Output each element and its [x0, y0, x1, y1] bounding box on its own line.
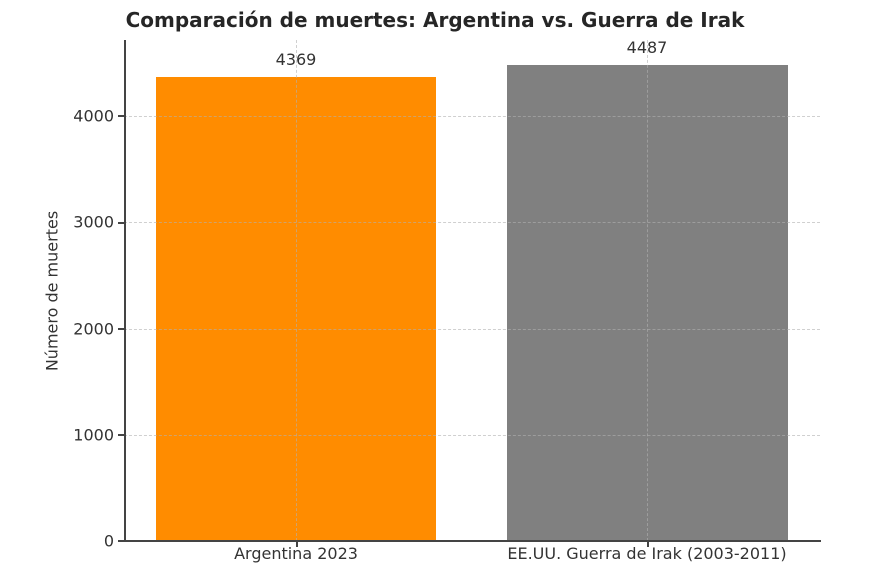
gridline-4000 — [124, 116, 820, 117]
chart-title: Comparación de muertes: Argentina vs. Gu… — [125, 8, 745, 32]
y-tick-label-3000: 3000 — [73, 212, 114, 232]
y-tick-mark — [118, 540, 124, 542]
gridline-1000 — [124, 435, 820, 436]
bar-value-label-iraq: 4487 — [626, 38, 668, 57]
y-tick-label-4000: 4000 — [73, 106, 114, 126]
gridline-x-argentina — [296, 40, 297, 541]
x-axis-line — [124, 540, 821, 542]
y-tick-label-2000: 2000 — [73, 319, 114, 339]
y-tick-mark — [118, 222, 124, 224]
y-tick-mark — [118, 434, 124, 436]
x-tick-mark — [647, 541, 649, 547]
plot-area — [124, 40, 820, 541]
y-tick-label-1000: 1000 — [73, 425, 114, 445]
x-tick-label-argentina: Argentina 2023 — [234, 544, 358, 563]
bar-value-label-argentina: 4369 — [275, 50, 317, 69]
gridline-2000 — [124, 329, 820, 330]
y-axis-label: Número de muertes — [42, 210, 62, 372]
y-tick-label-0: 0 — [103, 531, 114, 551]
x-tick-mark — [296, 541, 298, 547]
y-axis-line — [124, 40, 126, 542]
gridline-x-iraq — [647, 40, 648, 541]
y-tick-mark — [118, 115, 124, 117]
y-tick-mark — [118, 328, 124, 330]
x-tick-label-iraq: EE.UU. Guerra de Irak (2003-2011) — [507, 544, 787, 563]
gridline-3000 — [124, 222, 820, 223]
